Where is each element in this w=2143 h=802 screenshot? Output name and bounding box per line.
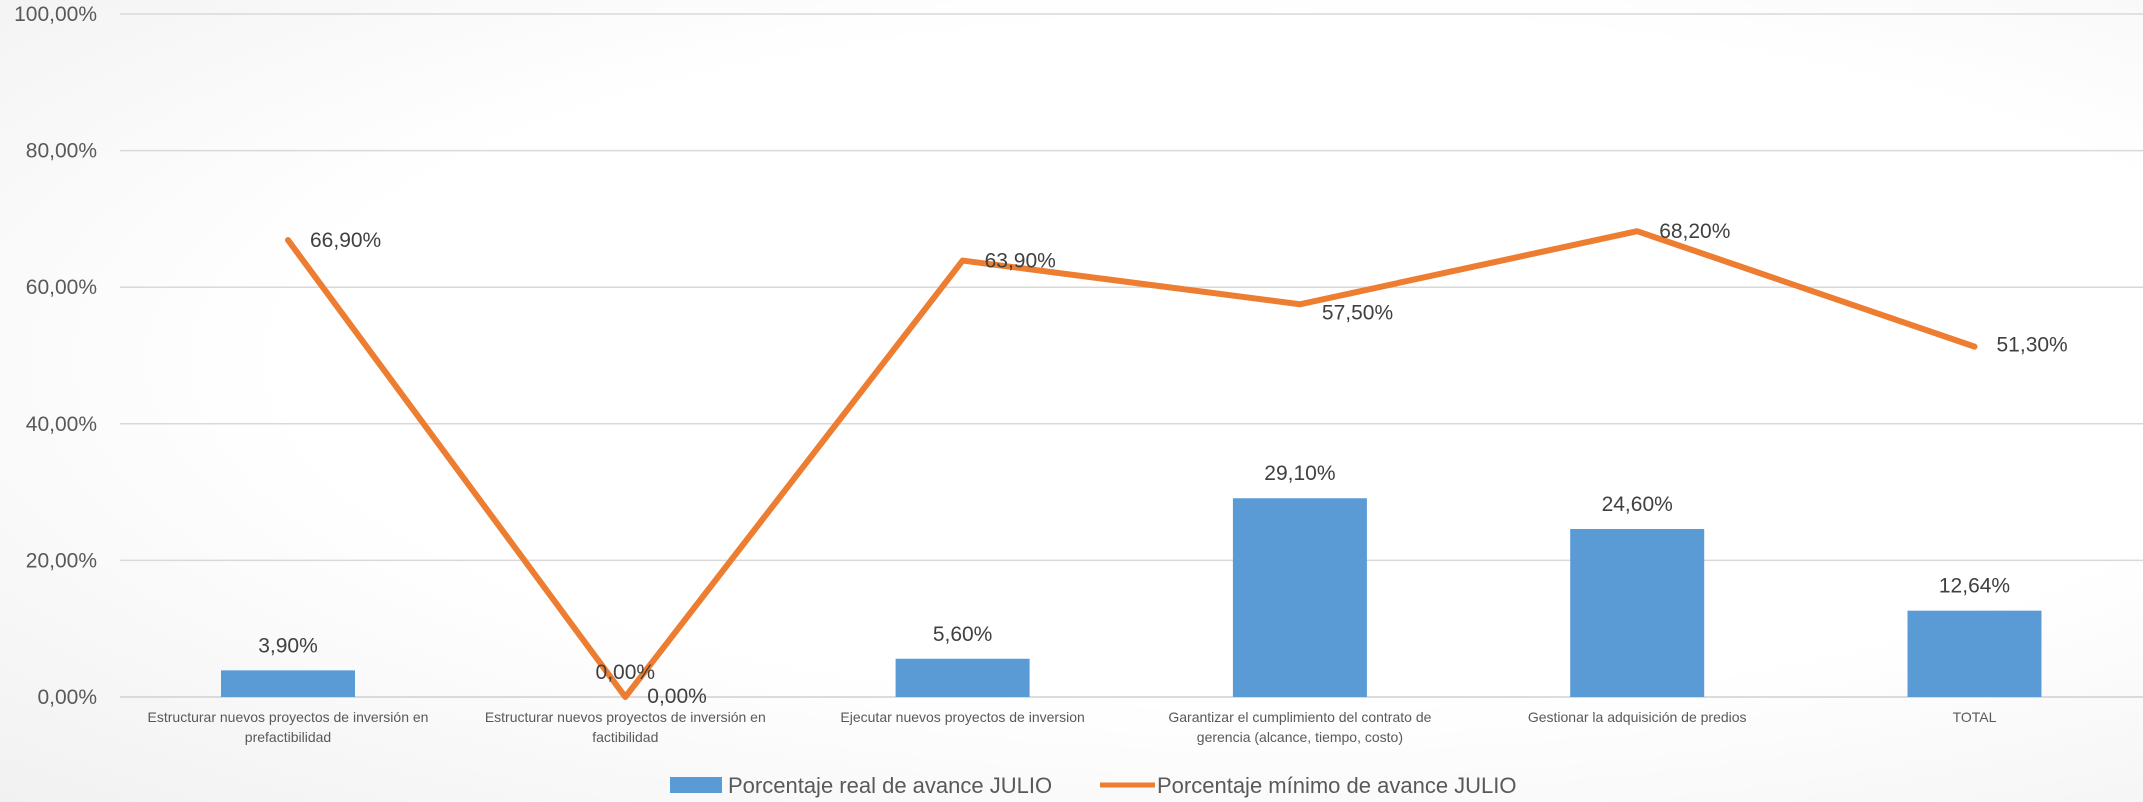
bar-data-label: 5,60% <box>933 623 993 646</box>
y-tick-label: 80,00% <box>26 140 97 163</box>
line-data-label: 51,30% <box>1997 334 2068 357</box>
bar <box>1232 498 1367 697</box>
x-tick-label: prefactibilidad <box>245 729 331 745</box>
bar <box>895 658 1030 697</box>
legend-swatch-bar <box>670 777 722 793</box>
line-series <box>285 228 1978 700</box>
x-tick-label: Estructurar nuevos proyectos de inversió… <box>148 709 429 725</box>
bar-series <box>221 498 2042 697</box>
x-tick-label: Gestionar la adquisición de predios <box>1528 709 1747 725</box>
bar <box>1907 610 2042 697</box>
y-tick-label: 20,00% <box>26 549 97 572</box>
legend: Porcentaje real de avance JULIO Porcenta… <box>670 773 1517 798</box>
legend-label-line: Porcentaje mínimo de avance JULIO <box>1157 773 1517 798</box>
line-data-label: 68,20% <box>1659 220 1730 243</box>
line-data-label: 0,00% <box>647 685 707 708</box>
x-tick-label: Garantizar el cumplimiento del contrato … <box>1168 709 1431 725</box>
y-axis-ticks: 0,00% 20,00% 40,00% 60,00% 80,00% 100,00% <box>14 3 97 709</box>
line-data-label: 63,90% <box>985 250 1056 273</box>
x-axis-categories: Estructurar nuevos proyectos de inversió… <box>148 709 1997 745</box>
y-tick-label: 40,00% <box>26 413 97 436</box>
x-tick-label: Ejecutar nuevos proyectos de inversion <box>840 709 1084 725</box>
data-labels: 3,90% 0,00% 5,60% 29,10% 24,60% 12,64% 66,90% 0… <box>258 220 2068 708</box>
x-tick-label: TOTAL <box>1953 709 1997 725</box>
y-tick-label: 100,00% <box>14 3 97 26</box>
line-data-label: 66,90% <box>310 229 381 252</box>
line-data-label: 57,50% <box>1322 301 1393 324</box>
bar <box>221 670 355 697</box>
bar-data-label: 29,10% <box>1264 462 1335 485</box>
y-tick-label: 60,00% <box>26 276 97 299</box>
bar-data-label: 12,64% <box>1939 575 2010 598</box>
bar-data-label: 0,00% <box>596 661 656 684</box>
x-tick-label: Estructurar nuevos proyectos de inversió… <box>485 709 766 725</box>
x-tick-label: gerencia (alcance, tiempo, costo) <box>1197 729 1403 745</box>
gridlines <box>120 13 2143 698</box>
legend-label-bar: Porcentaje real de avance JULIO <box>728 773 1052 798</box>
bar-data-label: 24,60% <box>1602 493 1673 516</box>
y-tick-label: 0,00% <box>37 686 97 709</box>
x-tick-label: factibilidad <box>592 729 658 745</box>
bar <box>1570 528 1705 697</box>
bar-data-label: 3,90% <box>258 634 318 657</box>
line-path <box>285 228 1978 700</box>
